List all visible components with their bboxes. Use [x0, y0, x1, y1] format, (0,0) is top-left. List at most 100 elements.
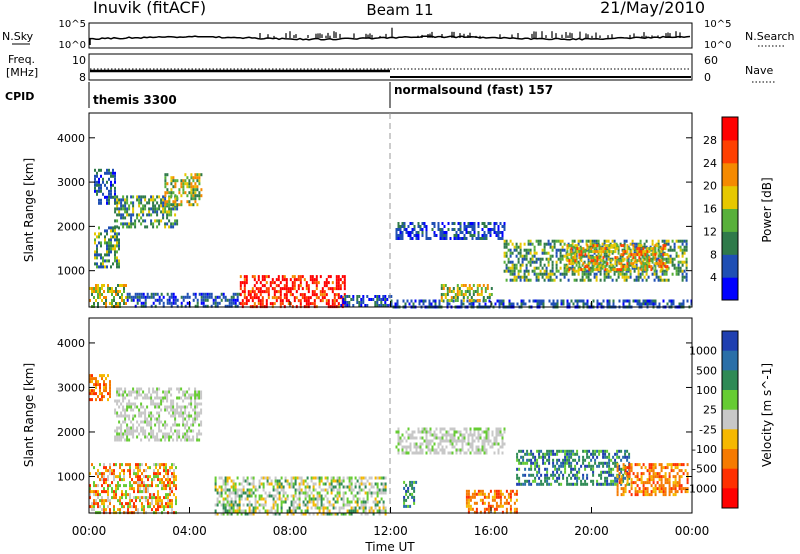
heatmap-cell: [156, 396, 159, 400]
heatmap-cell: [643, 275, 646, 279]
heatmap-cell: [95, 377, 97, 381]
heatmap-cell: [372, 512, 375, 516]
heatmap-cell: [433, 225, 436, 228]
heatmap-cell: [106, 265, 108, 269]
heatmap-cell: [509, 254, 512, 258]
heatmap-cell: [166, 423, 169, 427]
heatmap-cell: [196, 188, 199, 192]
heatmap-cell: [677, 245, 680, 249]
heatmap-cell: [346, 485, 349, 489]
heatmap-cell: [234, 494, 237, 498]
heatmap-cell: [405, 498, 408, 502]
heatmap-cell: [114, 399, 117, 403]
heatmap-cell: [167, 505, 169, 509]
heatmap-cell: [516, 482, 519, 486]
heatmap-cell: [542, 302, 545, 306]
heatmap-cell: [101, 398, 103, 402]
heatmap-cell: [172, 203, 175, 207]
heatmap-cell: [129, 496, 131, 500]
heatmap-cell: [616, 247, 619, 251]
heatmap-cell: [110, 250, 112, 254]
heatmap-cell: [153, 475, 155, 479]
heatmap-cell: [453, 234, 456, 237]
heatmap-cell: [642, 265, 645, 269]
heatmap-cell: [516, 452, 519, 456]
heatmap-cell: [469, 430, 472, 434]
heatmap-cell: [159, 499, 161, 503]
heatmap-cell: [581, 269, 584, 273]
heatmap-cell: [358, 476, 361, 480]
heatmap-cell: [175, 499, 177, 503]
heatmap-cell: [246, 488, 249, 492]
heatmap-cell: [133, 505, 135, 509]
heatmap-cell: [573, 239, 576, 243]
heatmap-cell: [98, 226, 100, 230]
heatmap-cell: [614, 259, 617, 263]
heatmap-cell: [172, 438, 175, 442]
heatmap-cell: [190, 173, 193, 177]
heatmap-cell: [109, 508, 111, 512]
heatmap-cell: [545, 266, 548, 270]
heatmap-cell: [232, 488, 235, 492]
heatmap-cell: [299, 284, 302, 288]
heatmap-cell: [657, 254, 660, 258]
heatmap-cell: [528, 482, 531, 486]
heatmap-cell: [438, 302, 441, 306]
heatmap-cell: [126, 393, 129, 397]
heatmap-cell: [552, 458, 555, 462]
heatmap-cell: [241, 290, 244, 294]
heatmap-cell: [123, 469, 125, 473]
heatmap-cell: [314, 488, 317, 492]
heatmap-cell: [544, 461, 547, 465]
heatmap-cell: [158, 426, 161, 430]
heatmap-cell: [245, 296, 248, 300]
heatmap-cell: [120, 204, 123, 208]
heatmap-cell: [354, 506, 357, 510]
heatmap-cell: [214, 512, 217, 516]
heatmap-cell: [679, 260, 682, 264]
heatmap-cell: [96, 180, 98, 184]
heatmap-cell: [380, 298, 383, 301]
heatmap-cell: [374, 500, 377, 504]
heatmap-cell: [148, 414, 151, 418]
heatmap-cell: [348, 304, 351, 307]
heatmap-cell: [276, 512, 279, 516]
heatmap-cell: [120, 222, 123, 226]
heatmap-cell: [239, 293, 242, 297]
heatmap-cell: [180, 182, 183, 186]
heatmap-cell: [107, 469, 109, 473]
heatmap-cell: [600, 473, 603, 477]
heatmap-cell: [114, 238, 116, 242]
heatmap-cell: [356, 479, 359, 483]
heatmap-cell: [312, 485, 315, 489]
heatmap-cell: [216, 503, 219, 507]
heatmap-cell: [578, 250, 581, 254]
heatmap-cell: [186, 292, 189, 296]
heatmap-cell: [94, 250, 96, 254]
heatmap-cell: [107, 484, 109, 488]
heatmap-cell: [403, 451, 406, 455]
heatmap-cell: [484, 299, 487, 302]
heatmap-cell: [144, 429, 147, 433]
heatmap-cell: [376, 476, 379, 480]
heatmap-cell: [633, 245, 636, 249]
heatmap-cell: [501, 492, 504, 496]
heatmap-cell: [106, 244, 108, 248]
heatmap-cell: [146, 292, 149, 296]
heatmap-cell: [650, 302, 653, 306]
heatmap-cell: [132, 417, 135, 421]
heatmap-cell: [415, 237, 418, 240]
heatmap-cell: [95, 499, 97, 503]
heatmap-cell: [162, 432, 165, 436]
heatmap-cell: [409, 504, 412, 508]
heatmap-cell: [95, 299, 97, 302]
heatmap-cell: [190, 182, 193, 186]
heatmap-cell: [260, 497, 263, 501]
heatmap-cell: [124, 429, 127, 433]
heatmap-cell: [294, 482, 297, 486]
heatmap-cell: [502, 299, 505, 303]
heatmap-cell: [118, 213, 121, 217]
heatmap-cell: [576, 247, 579, 251]
heatmap-cell: [102, 177, 104, 181]
heatmap-cell: [360, 488, 363, 492]
